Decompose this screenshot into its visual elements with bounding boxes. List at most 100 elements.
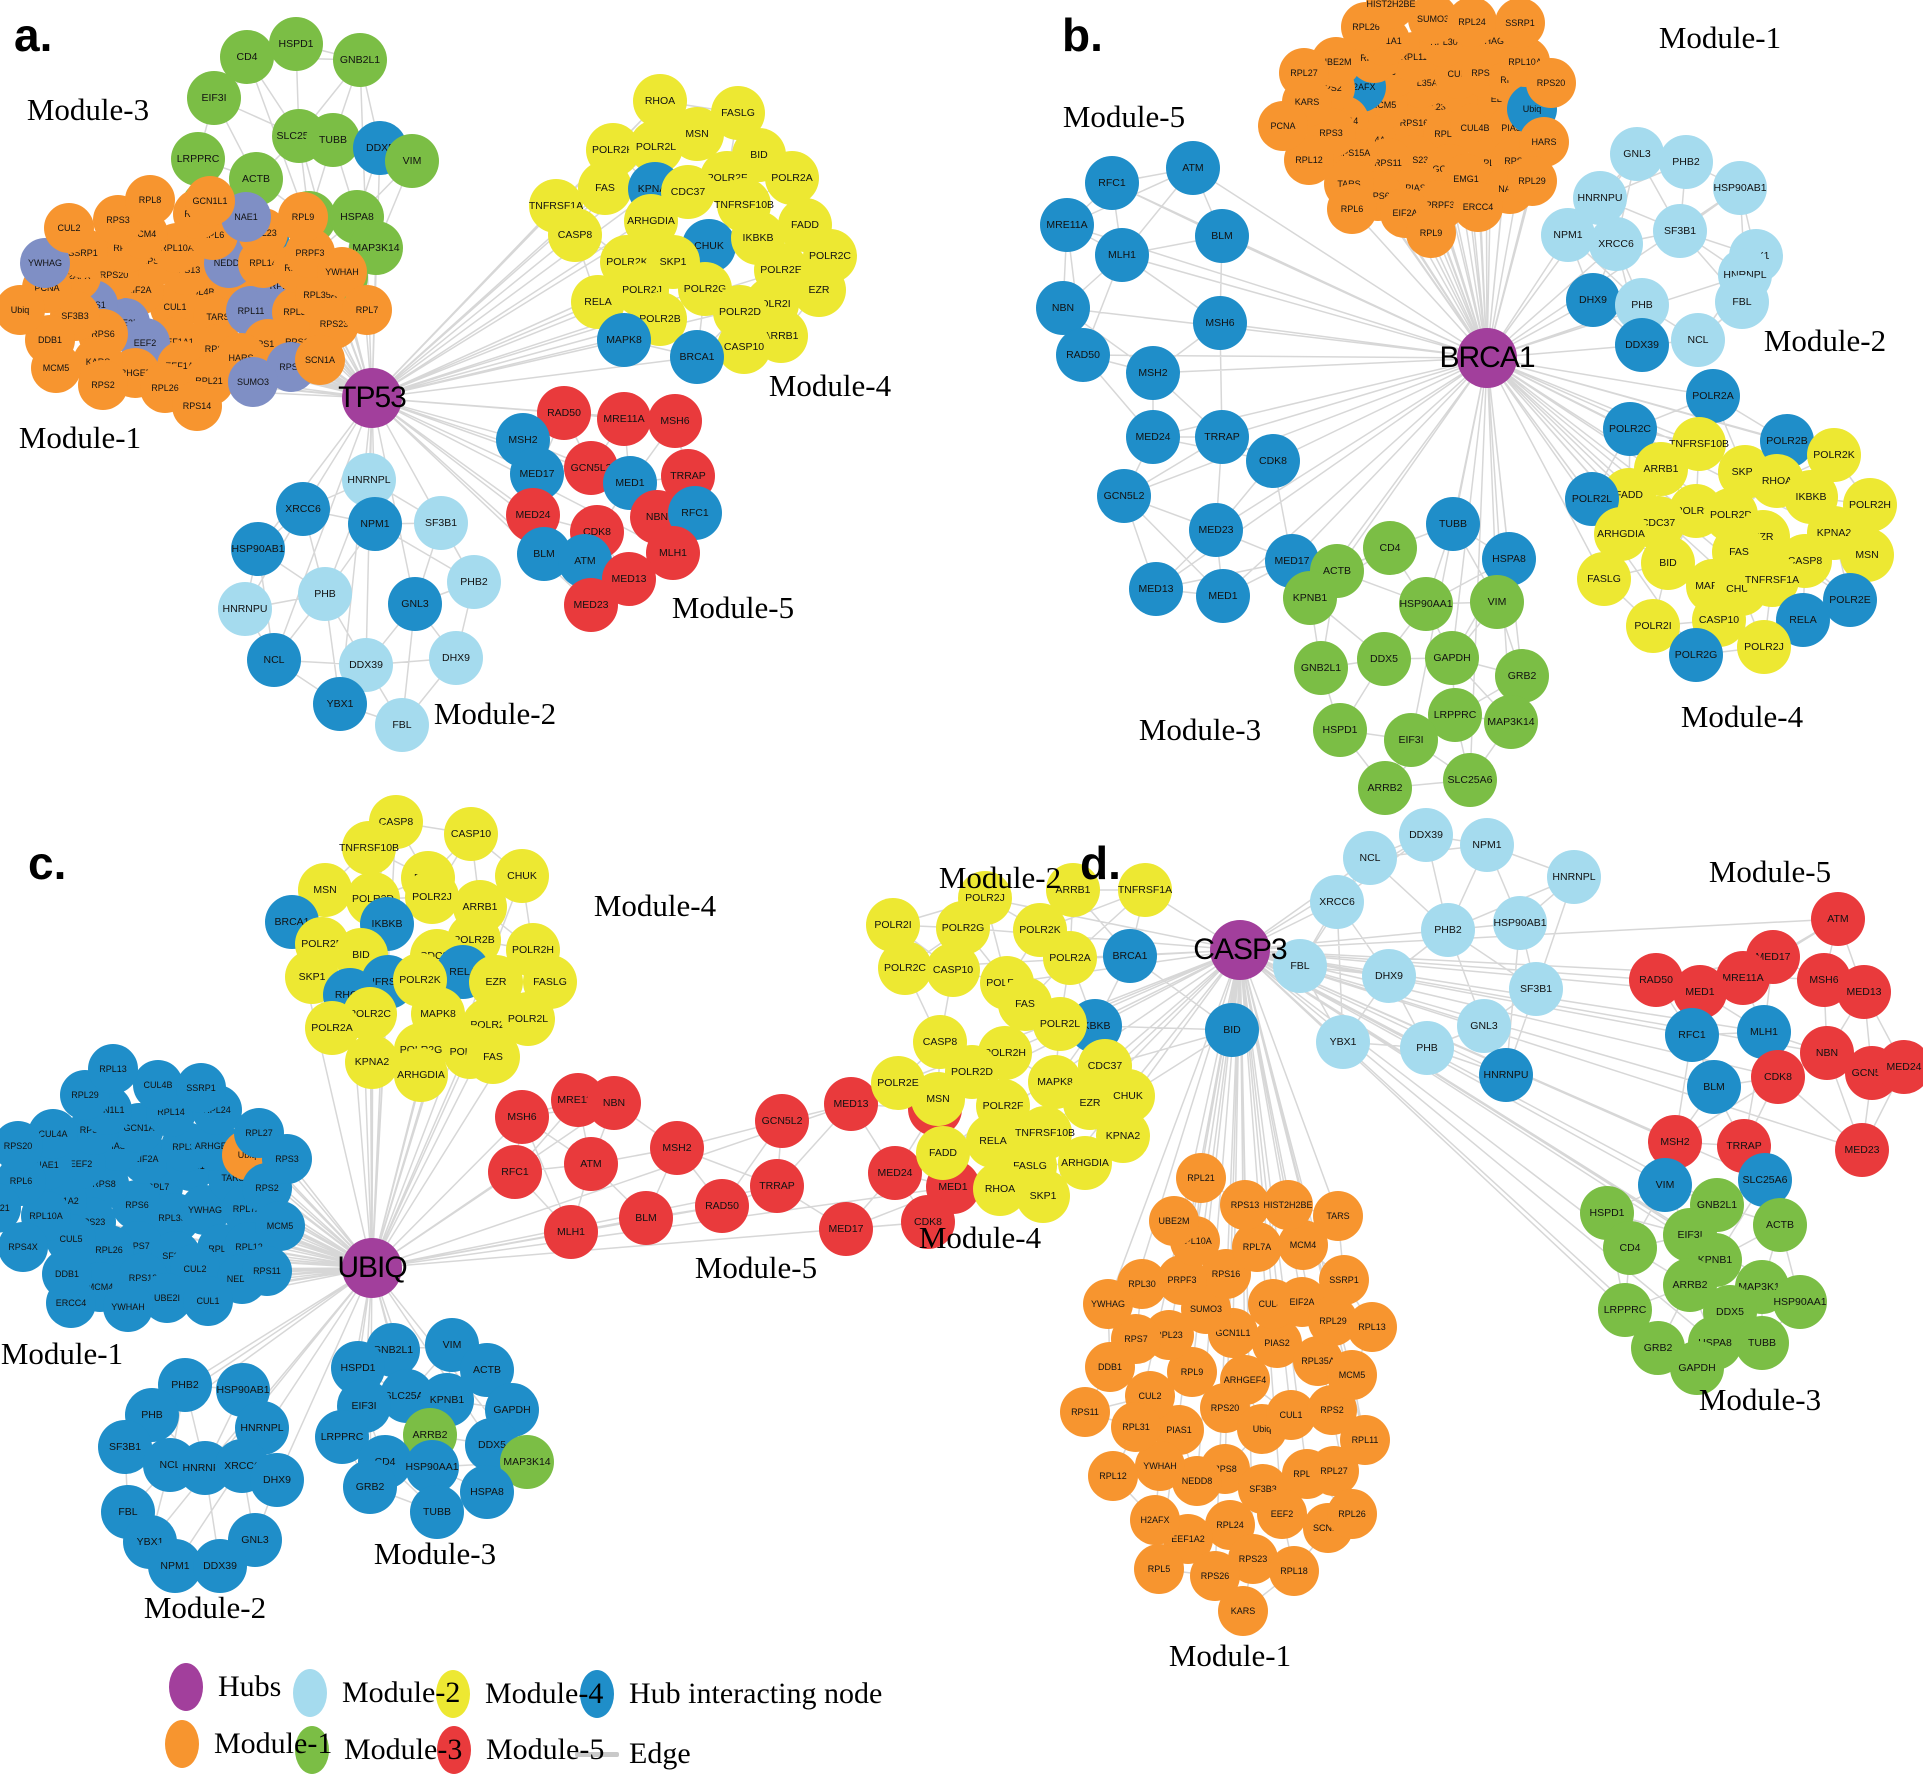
node-med23[interactable]: MED23	[564, 578, 618, 632]
node-phb[interactable]: PHB	[298, 567, 352, 621]
node-nbn[interactable]: NBN	[587, 1076, 641, 1130]
node-skp1[interactable]: SKP1	[1016, 1169, 1070, 1223]
node-kpna2[interactable]: KPNA2	[345, 1035, 399, 1089]
node-vim[interactable]: VIM	[1470, 575, 1524, 629]
node-tubb[interactable]: TUBB	[306, 113, 360, 167]
node-arrb2[interactable]: ARRB2	[1358, 761, 1412, 815]
node-blm[interactable]: BLM	[1687, 1060, 1741, 1114]
node-hnrnpu[interactable]: HNRNPU	[218, 582, 272, 636]
node-med1[interactable]: MED1	[1196, 569, 1250, 623]
node-dhx9[interactable]: DHX9	[1566, 273, 1620, 327]
node-gcn5l2[interactable]: GCN5L2	[1097, 469, 1151, 523]
node-gnl3[interactable]: GNL3	[1610, 127, 1664, 181]
node-mre11a[interactable]: MRE11A	[1040, 198, 1094, 252]
node-polr2e[interactable]: POLR2E	[1823, 573, 1877, 627]
node-h2afx[interactable]: H2AFX	[1130, 1495, 1180, 1545]
node-dhx9[interactable]: DHX9	[1362, 949, 1416, 1003]
node-tnfrsf10b[interactable]: TNFRSF10B	[339, 821, 399, 875]
node-rps11[interactable]: RPS11	[1060, 1387, 1110, 1437]
node-rpl29[interactable]: RPL29	[1507, 156, 1557, 206]
node-rpl7[interactable]: RPL7	[342, 285, 392, 335]
node-sumo3[interactable]: SUMO3	[228, 357, 278, 407]
node-phb2[interactable]: PHB2	[447, 555, 501, 609]
node-hspd1[interactable]: HSPD1	[269, 17, 323, 71]
node-msh6[interactable]: MSH6	[1193, 296, 1247, 350]
node-grb2[interactable]: GRB2	[1495, 649, 1549, 703]
node-gcn1l1[interactable]: GCN1L1	[185, 176, 235, 226]
node-gnb2l1[interactable]: GNB2L1	[1294, 641, 1348, 695]
node-polr2a[interactable]: POLR2A	[765, 151, 819, 205]
node-ybx1[interactable]: YBX1	[313, 677, 367, 731]
node-dhx9[interactable]: DHX9	[250, 1453, 304, 1507]
node-med24[interactable]: MED24	[1877, 1040, 1923, 1094]
node-npm1[interactable]: NPM1	[1541, 208, 1595, 262]
node-med24[interactable]: MED24	[868, 1146, 922, 1200]
node-hsp90aa1[interactable]: HSP90AA1	[1399, 577, 1453, 631]
node-rps2[interactable]: RPS2	[78, 360, 128, 410]
node-kpnb1[interactable]: KPNB1	[1283, 571, 1337, 625]
node-atm[interactable]: ATM	[564, 1137, 618, 1191]
node-eif3i[interactable]: EIF3I	[1384, 713, 1438, 767]
node-rad50[interactable]: RAD50	[1056, 328, 1110, 382]
node-ddx39[interactable]: DDX39	[1399, 808, 1453, 862]
node-ncl[interactable]: NCL	[247, 633, 301, 687]
node-gapdh[interactable]: GAPDH	[1425, 631, 1479, 685]
node-cd4[interactable]: CD4	[1603, 1221, 1657, 1275]
node-tubb[interactable]: TUBB	[410, 1485, 464, 1539]
hub-node-casp3[interactable]	[1210, 920, 1270, 980]
node-mapk8[interactable]: MAPK8	[597, 313, 651, 367]
node-npm1[interactable]: NPM1	[348, 497, 402, 551]
node-med23[interactable]: MED23	[1189, 503, 1243, 557]
node-ddx5[interactable]: DDX5	[1357, 632, 1411, 686]
node-cdk8[interactable]: CDK8	[1751, 1050, 1805, 1104]
node-xrcc6[interactable]: XRCC6	[1310, 875, 1364, 929]
node-bid[interactable]: BID	[1205, 1003, 1259, 1057]
node-med13[interactable]: MED13	[824, 1077, 878, 1131]
node-rpl8[interactable]: RPL8	[125, 175, 175, 225]
node-sf3b1[interactable]: SF3B1	[1509, 962, 1563, 1016]
node-cd4[interactable]: CD4	[1363, 521, 1417, 575]
node-mcm5[interactable]: MCM5	[1327, 1350, 1377, 1400]
node-fadd[interactable]: FADD	[916, 1126, 970, 1180]
node-polr2c[interactable]: POLR2C	[878, 941, 932, 995]
node-eif3i[interactable]: EIF3I	[187, 71, 241, 125]
node-gnl3[interactable]: GNL3	[1457, 999, 1511, 1053]
node-phb2[interactable]: PHB2	[1421, 903, 1475, 957]
node-polr2j[interactable]: POLR2J	[405, 870, 459, 924]
node-mcm5[interactable]: MCM5	[255, 1201, 305, 1251]
node-fas[interactable]: FAS	[578, 161, 632, 215]
node-trrap[interactable]: TRRAP	[750, 1159, 804, 1213]
node-rpl9[interactable]: RPL9	[278, 192, 328, 242]
node-gnl3[interactable]: GNL3	[388, 577, 442, 631]
node-rps11[interactable]: RPS11	[242, 1246, 292, 1296]
node-med23[interactable]: MED23	[1835, 1123, 1889, 1177]
node-kars[interactable]: KARS	[1218, 1586, 1268, 1636]
node-casp10[interactable]: CASP10	[717, 320, 771, 374]
node-msh6[interactable]: MSH6	[495, 1090, 549, 1144]
node-med13[interactable]: MED13	[1837, 965, 1891, 1019]
node-rfc1[interactable]: RFC1	[488, 1145, 542, 1199]
node-ssrp1[interactable]: SSRP1	[1319, 1255, 1369, 1305]
node-rps20[interactable]: RPS20	[1526, 58, 1576, 108]
node-vim[interactable]: VIM	[385, 134, 439, 188]
node-rpl9[interactable]: RPL9	[1406, 208, 1456, 258]
node-map3k14[interactable]: MAP3K14	[1484, 695, 1538, 749]
node-polr2l[interactable]: POLR2L	[1033, 997, 1087, 1051]
node-ezr[interactable]: EZR	[792, 263, 846, 317]
node-dhx9[interactable]: DHX9	[429, 631, 483, 685]
node-ssrp1[interactable]: SSRP1	[176, 1063, 226, 1113]
node-faslg[interactable]: FASLG	[1577, 552, 1631, 606]
node-polr2g[interactable]: POLR2G	[1669, 628, 1723, 682]
node-sf3b1[interactable]: SF3B1	[1653, 204, 1707, 258]
node-med24[interactable]: MED24	[1126, 410, 1180, 464]
node-gnb2l1[interactable]: GNB2L1	[333, 33, 387, 87]
node-rfc1[interactable]: RFC1	[1085, 156, 1139, 210]
node-polr2j[interactable]: POLR2J	[1737, 620, 1791, 674]
node-rpl26[interactable]: RPL26	[1327, 1489, 1377, 1539]
node-tubb[interactable]: TUBB	[1426, 497, 1480, 551]
node-rpl13[interactable]: RPL13	[88, 1044, 138, 1094]
hub-node-ubiq[interactable]	[342, 1238, 402, 1298]
node-tnfrsf1a[interactable]: TNFRSF1A	[1118, 863, 1172, 917]
hub-node-brca1[interactable]	[1457, 328, 1517, 388]
node-scn1a[interactable]: SCN1A	[295, 335, 345, 385]
